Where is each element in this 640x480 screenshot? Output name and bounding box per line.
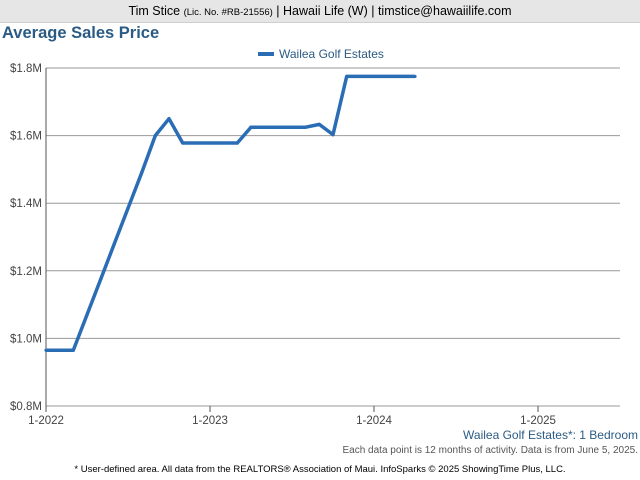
data-point (126, 206, 130, 210)
data-point (304, 125, 308, 129)
legend-swatch (258, 52, 274, 56)
data-point (386, 74, 390, 79)
data-point (208, 141, 212, 145)
data-point (153, 134, 157, 138)
data-point (140, 171, 144, 175)
x-tick-label: 1-2025 (520, 415, 556, 427)
chart-title: Average Sales Price (2, 24, 160, 42)
series-line (46, 74, 415, 352)
data-point (222, 141, 226, 145)
y-tick-label: $1.4M (10, 198, 42, 210)
agent-name: Tim Stice (128, 4, 181, 18)
y-tick-label: $1.6M (10, 131, 42, 143)
y-tick-label: $1.0M (10, 333, 42, 345)
data-point (317, 122, 321, 127)
data-point (276, 125, 280, 129)
header-bar: Tim Stice (Lic. No. #RB-21556) | Hawaii … (0, 0, 640, 23)
data-point (85, 313, 89, 317)
footer-disclaimer: * User-defined area. All data from the R… (74, 464, 566, 475)
y-tick-label: $0.8M (10, 401, 42, 413)
legend-label: Wailea Golf Estates (279, 47, 384, 61)
data-point (112, 242, 116, 246)
x-tick-label: 1-2023 (192, 415, 228, 427)
data-point (194, 141, 198, 145)
license-number: (Lic. No. #RB-21556) (183, 7, 273, 18)
agency-info: | Hawaii Life (W) | timstice@hawaiilife.… (276, 4, 512, 18)
chart-legend[interactable]: Wailea Golf Estates (258, 46, 384, 62)
data-point (290, 125, 294, 129)
data-point (58, 348, 62, 352)
data-point (413, 74, 417, 79)
data-point (345, 74, 349, 79)
property-type-label: Wailea Golf Estates*: 1 Bedroom (463, 428, 638, 442)
data-point (249, 125, 253, 129)
data-point (263, 125, 267, 129)
y-tick-label: $1.8M (10, 63, 42, 75)
x-tick-label: 1-2024 (356, 415, 392, 427)
data-note: Each data point is 12 months of activity… (342, 445, 638, 456)
data-point (372, 74, 376, 79)
data-point (44, 348, 48, 352)
data-point (235, 141, 239, 145)
data-point (99, 277, 103, 281)
data-point (331, 132, 335, 137)
data-point (399, 74, 403, 79)
y-tick-label: $1.2M (10, 266, 42, 278)
data-point (358, 74, 362, 79)
x-tick-label: 1-2022 (28, 415, 64, 427)
data-point (181, 141, 185, 145)
data-point (71, 348, 75, 352)
data-point (167, 117, 171, 121)
